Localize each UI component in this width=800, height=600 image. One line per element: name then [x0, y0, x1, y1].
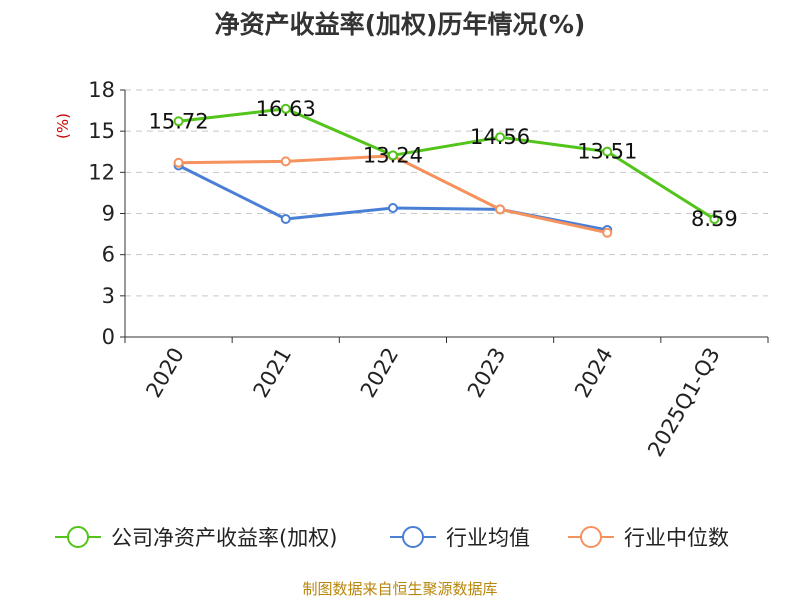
legend-swatch-marker	[67, 526, 89, 548]
legend: 公司净资产收益率(加权) 行业均值 行业中位数	[55, 526, 729, 550]
y-tick-label: 18	[88, 78, 115, 102]
data-point	[387, 203, 398, 214]
x-tick-label: 2020	[141, 344, 189, 402]
grid	[125, 89, 768, 297]
legend-swatch-marker	[580, 526, 602, 548]
chart-title: 净资产收益率(加权)历年情况(%)	[215, 10, 586, 39]
y-tick-label: 9	[102, 202, 115, 226]
y-axis-label: (%)	[54, 113, 72, 139]
data-point	[387, 150, 398, 161]
data-labels: 15.72 16.63 13.24 14.56 13.51 8.59	[149, 97, 738, 231]
series-lines	[173, 103, 720, 238]
data-point	[495, 132, 506, 143]
data-point	[495, 204, 506, 215]
x-tick-label: 2021	[249, 344, 297, 402]
data-point	[602, 227, 613, 238]
data-point	[709, 214, 720, 225]
data-label: 8.59	[691, 207, 738, 231]
y-tick-label: 6	[102, 243, 115, 267]
data-point	[173, 157, 184, 168]
legend-label: 行业均值	[446, 526, 530, 550]
data-point	[602, 146, 613, 157]
data-point	[280, 156, 291, 167]
data-label: 14.56	[470, 125, 530, 149]
series-line	[177, 164, 608, 232]
x-tick-label: 2023	[463, 344, 511, 402]
y-tick-label: 3	[102, 284, 115, 308]
data-point	[173, 116, 184, 127]
y-tick-label: 0	[102, 325, 115, 349]
legend-swatch-marker	[402, 526, 424, 548]
legend-label: 行业中位数	[624, 526, 729, 550]
legend-label: 公司净资产收益率(加权)	[111, 526, 337, 550]
x-tick-label: 2022	[356, 344, 404, 402]
x-tick-label: 2024	[570, 344, 618, 402]
series-line	[178, 107, 716, 221]
axes: 0 3 6 9 12 15 18 2020 2021 2022 2023 2024 2025Q1-Q3	[88, 78, 769, 461]
data-label: 15.72	[149, 109, 209, 133]
data-point	[280, 213, 291, 224]
source-note: 制图数据来自恒生聚源数据库	[302, 580, 497, 598]
y-tick-label: 12	[88, 160, 115, 184]
y-tick-label: 15	[88, 119, 115, 143]
data-label: 16.63	[256, 97, 316, 121]
series-line	[178, 154, 608, 235]
data-label: 13.24	[363, 143, 423, 167]
data-point	[280, 103, 291, 114]
x-tick-label: 2025Q1-Q3	[643, 344, 725, 461]
data-label: 13.51	[577, 140, 637, 164]
